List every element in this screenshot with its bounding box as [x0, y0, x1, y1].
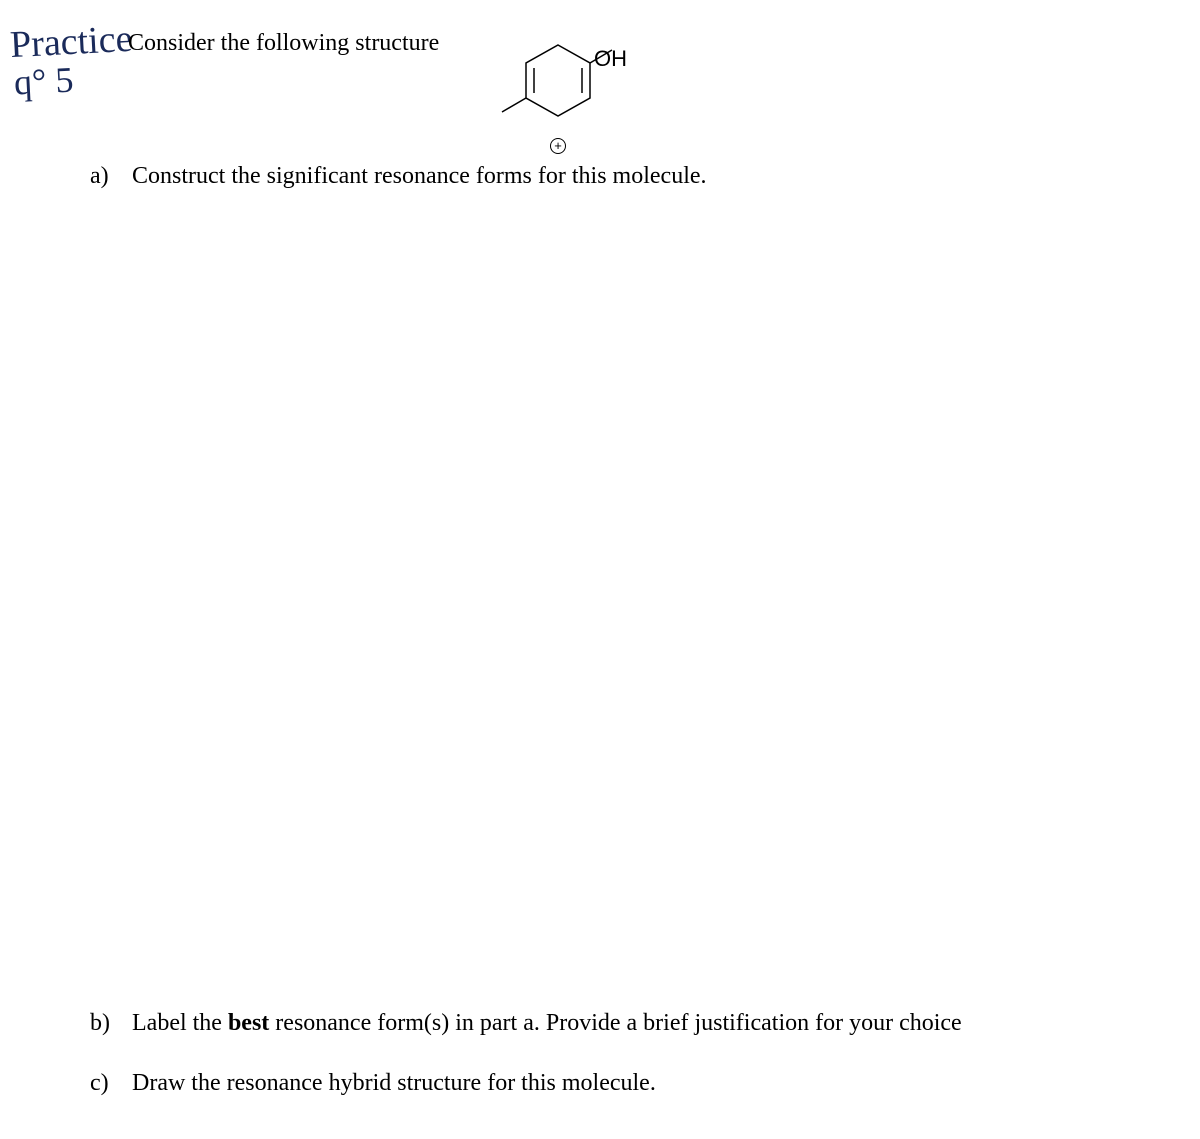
- plus-charge-icon: +: [550, 138, 566, 154]
- oh-label: OH: [594, 46, 627, 72]
- question-b-text-before: Label the: [132, 1010, 228, 1036]
- intro-text: Consider the following structure: [128, 30, 439, 57]
- question-c-text: Draw the resonance hybrid structure for …: [132, 1070, 656, 1096]
- molecule-structure: OH +: [500, 40, 660, 160]
- question-b-bold: best: [228, 1010, 269, 1036]
- question-b-text-after: resonance form(s) in part a. Provide a b…: [269, 1010, 961, 1036]
- question-c: c) Draw the resonance hybrid structure f…: [90, 1070, 656, 1097]
- molecule-svg: [500, 40, 660, 160]
- question-a-label: a): [90, 163, 126, 190]
- methyl-bond: [502, 98, 526, 112]
- hexagon-ring: [526, 45, 590, 116]
- handwriting-q5: q° 5: [13, 58, 75, 103]
- question-b: b) Label the best resonance form(s) in p…: [90, 1010, 962, 1037]
- question-b-label: b): [90, 1010, 126, 1037]
- question-a-text: Construct the significant resonance form…: [132, 163, 707, 189]
- question-a: a) Construct the significant resonance f…: [90, 163, 707, 190]
- question-c-label: c): [90, 1070, 126, 1097]
